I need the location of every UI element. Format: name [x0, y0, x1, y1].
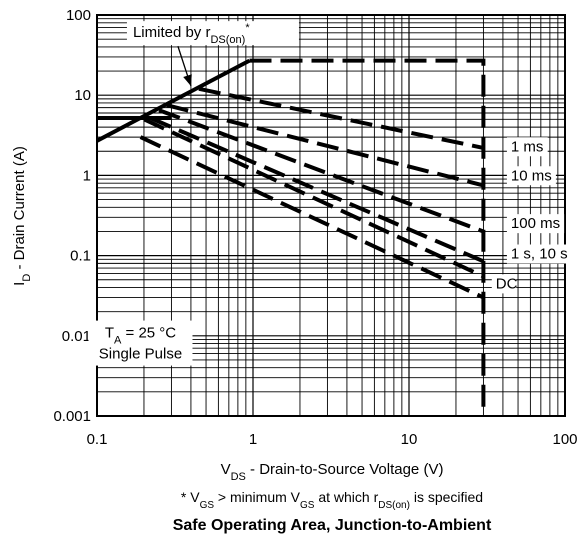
- curve-label-bg: [506, 244, 579, 264]
- y-tick-label: 0.001: [53, 408, 91, 425]
- series-line-6: [149, 116, 485, 264]
- footnote: * VGS > minimum VGS at which rDS(on) is …: [181, 489, 483, 511]
- y-tick-label: 1: [83, 167, 91, 184]
- y-tick-label: 100: [66, 7, 91, 24]
- limited-by-annotation: Limited by rDS(on)*: [126, 21, 299, 87]
- x-tick-label: 1: [249, 431, 257, 448]
- x-tick-labels: 0.1 1 10 100: [87, 431, 578, 448]
- curve-labels: 1 ms 10 ms 100 ms 1 s, 10 s DC: [491, 137, 579, 294]
- limited-by-arrowhead: [183, 74, 192, 87]
- limited-by-label: Limited by rDS(on)*: [133, 22, 250, 46]
- chart-title: Safe Operating Area, Junction-to-Ambient: [173, 517, 492, 534]
- curve-label: 10 ms: [511, 167, 552, 184]
- curve-label: 100 ms: [511, 215, 560, 232]
- curve-label-bg: [506, 214, 565, 234]
- x-axis-label: VDS - Drain-to-Source Voltage (V): [221, 461, 444, 483]
- temperature-label: TA = 25 °C: [105, 325, 176, 347]
- temperature-box: [88, 320, 193, 366]
- series-line-3: [198, 86, 484, 150]
- curve-label: 1 ms: [511, 138, 544, 155]
- x-tick-label: 100: [552, 431, 577, 448]
- y-tick-label: 0.1: [70, 248, 91, 265]
- series-group: [96, 58, 486, 416]
- curve-label-bg: [491, 274, 517, 294]
- curve-label: DC: [496, 275, 518, 292]
- temperature-annotation: TA = 25 °C Single Pulse: [88, 320, 193, 366]
- y-axis-label: ID - Drain Current (A): [11, 146, 33, 286]
- x-tick-label: 10: [401, 431, 418, 448]
- series-line-5: [158, 108, 485, 234]
- series-line-0: [96, 58, 251, 143]
- single-pulse-label: Single Pulse: [99, 346, 182, 363]
- limited-by-box: [126, 21, 299, 46]
- plot-frame: [96, 14, 566, 417]
- y-tick-labels: 0.001 0.01 0.1 1 10 100: [53, 7, 91, 425]
- series-line-7: [143, 117, 485, 279]
- x-tick-label: 0.1: [87, 431, 108, 448]
- y-tick-label: 10: [74, 87, 91, 104]
- curve-label: 1 s, 10 s: [511, 246, 568, 263]
- curve-label-bg: [506, 137, 548, 157]
- series-line-4: [166, 103, 484, 188]
- series-line-2: [249, 58, 486, 416]
- y-tick-label: 0.01: [62, 328, 91, 345]
- curve-label-bg: [506, 166, 556, 186]
- series-line-8: [139, 135, 485, 300]
